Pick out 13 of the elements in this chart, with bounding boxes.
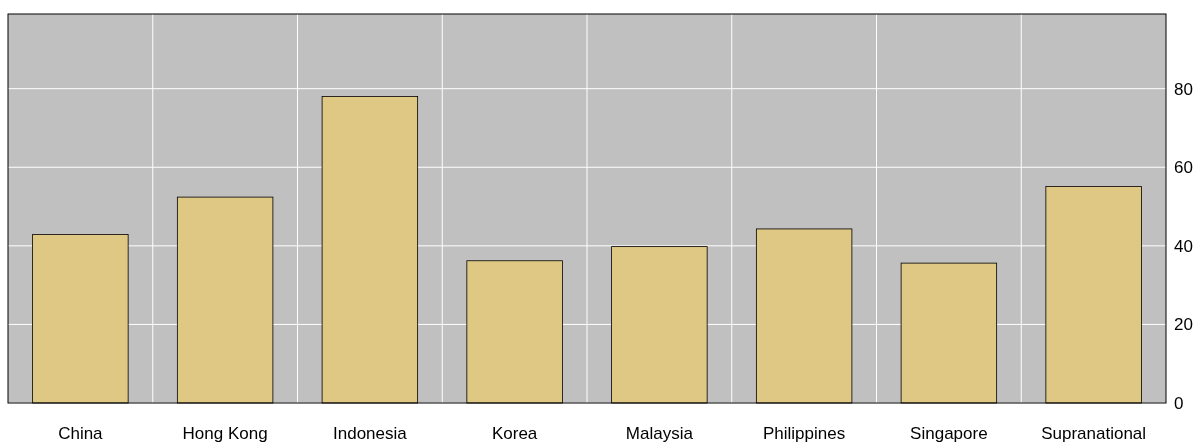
x-tick-label: China [58, 424, 104, 443]
x-tick-label: Malaysia [625, 424, 694, 443]
x-tick-label: Korea [491, 424, 538, 443]
x-tick-label: Philippines [763, 424, 846, 443]
x-tick-label: Supranational [1041, 424, 1147, 443]
y-tick-label: 60 [1174, 158, 1193, 178]
x-tick-label: Hong Kong [182, 424, 268, 443]
x-tick-label: Singapore [910, 424, 988, 443]
y-tick-label: 80 [1174, 79, 1193, 99]
y-tick-label: 0 [1174, 393, 1184, 413]
x-tick-label: Indonesia [333, 424, 408, 443]
y-tick-label: 40 [1174, 236, 1193, 256]
y-tick-label: 20 [1174, 315, 1193, 335]
